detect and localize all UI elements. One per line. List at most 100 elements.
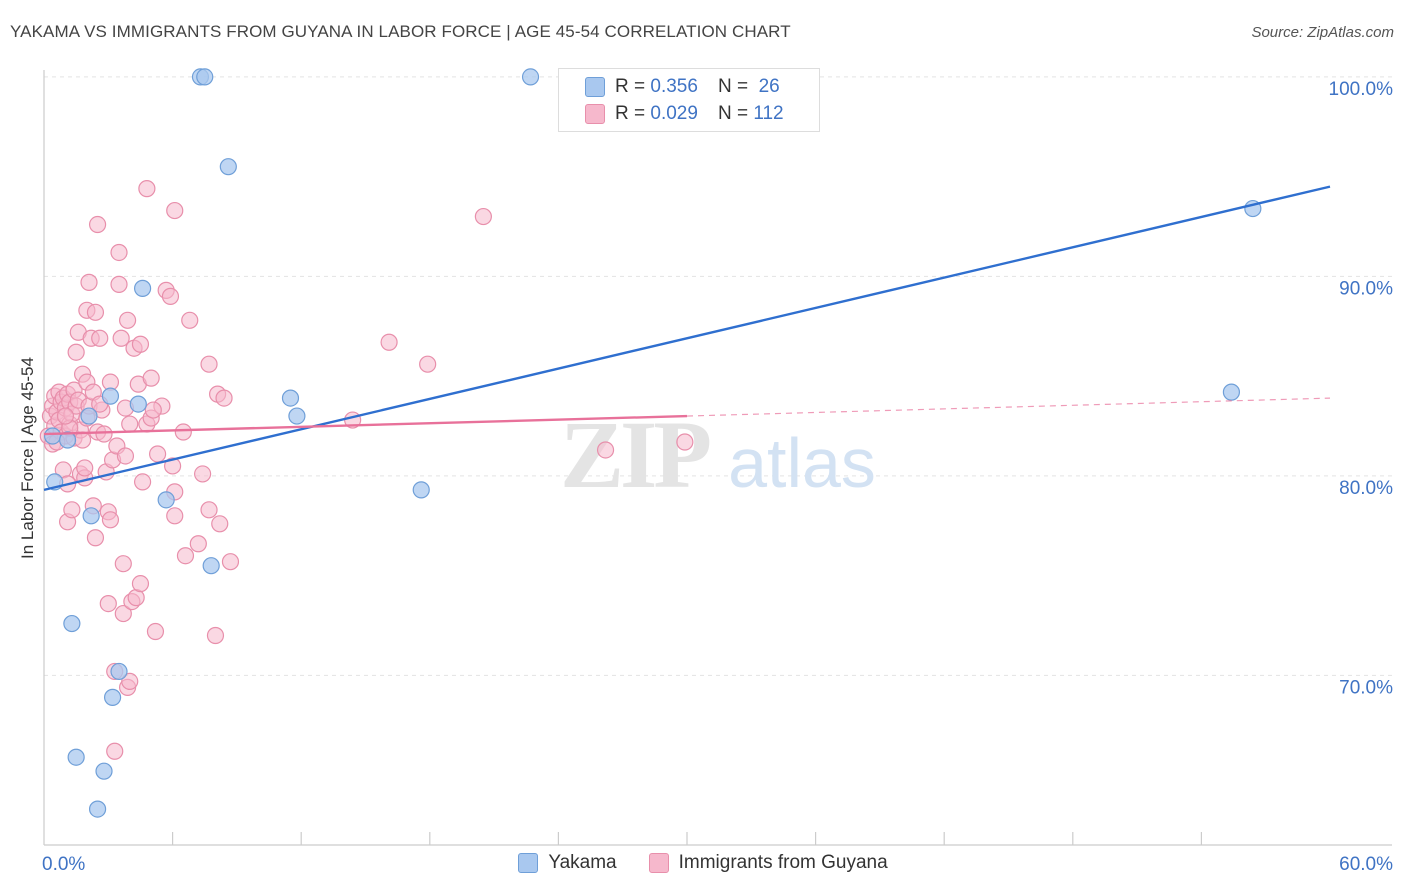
yakama-point: [58, 431, 77, 449]
legend-swatch-yakama: [585, 77, 605, 97]
guyana-point: [118, 311, 137, 329]
guyana-point: [106, 742, 124, 760]
yakama-point: [412, 481, 430, 499]
yakama-point: [88, 800, 107, 818]
bottom-legend-label-guyana: Immigrants from Guyana: [678, 852, 888, 873]
guyana-point: [116, 447, 135, 465]
y-tick-label: 90.0%: [1339, 278, 1393, 299]
yakama-point: [157, 491, 175, 509]
guyana-point: [596, 441, 615, 459]
legend-swatch-guyana: [585, 104, 605, 124]
guyana-point: [99, 594, 117, 613]
guyana-point: [166, 201, 184, 220]
guyana-point: [206, 626, 225, 645]
guyana-point: [161, 287, 180, 305]
guyana-point: [63, 501, 81, 519]
source-credit: Source: ZipAtlas.com: [1251, 24, 1394, 41]
guyana-point: [131, 335, 150, 353]
guyana-point: [166, 507, 184, 525]
guyana-point: [144, 401, 162, 419]
guyana-point: [91, 329, 109, 347]
guyana-point: [86, 303, 105, 321]
legend-r-label: R =: [615, 103, 646, 124]
legend-n-value: 26: [758, 76, 780, 97]
guyana-point: [176, 547, 195, 565]
guyana-point: [181, 311, 199, 329]
series-yakama-points: [43, 68, 1262, 818]
guyana-trend-extension: [686, 397, 1331, 417]
yakama-point: [133, 279, 152, 297]
guyana-point: [211, 515, 229, 533]
legend-r-label: R =: [615, 76, 646, 97]
x-tick-label: 0.0%: [42, 854, 85, 875]
legend-n-label: N =: [717, 103, 749, 124]
guyana-point: [131, 575, 150, 593]
guyana-point: [200, 355, 218, 373]
axes: [43, 70, 1392, 846]
guyana-point: [76, 459, 94, 477]
guyana-point: [80, 273, 98, 291]
guyana-point: [200, 501, 218, 519]
bottom-legend: Yakama Immigrants from Guyana: [0, 852, 1406, 874]
guyana-point: [189, 535, 207, 553]
guyana-point: [146, 622, 165, 641]
yakama-point: [43, 427, 62, 445]
guyana-point: [121, 672, 139, 691]
guyana-point: [142, 369, 160, 387]
yakama-point: [219, 158, 237, 176]
yakama-point: [281, 389, 300, 407]
guyana-point: [88, 215, 107, 234]
yakama-point: [196, 68, 214, 86]
guyana-point: [114, 555, 132, 573]
guyana-trend-line: [43, 414, 688, 436]
guyana-point: [56, 407, 75, 425]
guyana-point: [148, 445, 167, 463]
trend-lines: [43, 185, 1331, 492]
guyana-point: [164, 457, 182, 475]
legend-box: R = 0.356 N = 26 R = 0.029 N = 112: [558, 68, 820, 132]
yakama-point: [521, 68, 540, 86]
x-tick-label: 60.0%: [1339, 854, 1393, 875]
guyana-point: [121, 415, 139, 433]
bottom-legend-swatch-guyana: [648, 853, 669, 873]
yakama-point: [1222, 383, 1241, 401]
guyana-point: [194, 465, 212, 483]
guyana-point: [133, 473, 152, 491]
legend-r-value: 0.356: [650, 76, 698, 97]
yakama-point: [95, 762, 113, 780]
guyana-point: [114, 604, 132, 623]
guyana-point: [86, 529, 105, 547]
guyana-point: [380, 333, 398, 351]
legend-n-value: 112: [753, 103, 784, 124]
bottom-legend-label-yakama: Yakama: [548, 852, 617, 873]
y-tick-label: 80.0%: [1339, 478, 1393, 499]
bottom-legend-swatch-yakama: [518, 853, 539, 873]
guyana-point: [174, 423, 192, 441]
bottom-legend-yakama: Yakama: [518, 852, 617, 874]
guyana-point: [474, 207, 492, 226]
yakama-trend-line: [43, 185, 1331, 492]
gridlines: [44, 76, 1392, 676]
guyana-point: [73, 431, 92, 449]
watermark: ZIP atlas: [560, 401, 876, 508]
y-tick-label: 100.0%: [1329, 79, 1394, 100]
yakama-point: [63, 614, 81, 633]
tick-labels: 70.0% 80.0% 90.0% 100.0% 0.0% 60.0%: [42, 79, 1393, 875]
yakama-point: [80, 407, 98, 425]
yakama-point: [110, 662, 128, 681]
guyana-point: [67, 343, 85, 361]
guyana-point: [676, 433, 694, 451]
yakama-point: [129, 395, 147, 413]
chart-title: YAKAMA VS IMMIGRANTS FROM GUYANA IN LABO…: [10, 22, 791, 41]
bottom-legend-guyana: Immigrants from Guyana: [648, 852, 888, 874]
guyana-point: [110, 243, 128, 262]
guyana-point: [138, 180, 156, 198]
legend-row-guyana: R = 0.029 N = 112: [585, 103, 784, 125]
guyana-point: [110, 275, 128, 293]
yakama-point: [101, 387, 120, 405]
yakama-point: [67, 748, 85, 766]
yakama-point: [202, 557, 220, 575]
y-tick-label: 70.0%: [1339, 677, 1393, 698]
yakama-point: [82, 507, 100, 525]
